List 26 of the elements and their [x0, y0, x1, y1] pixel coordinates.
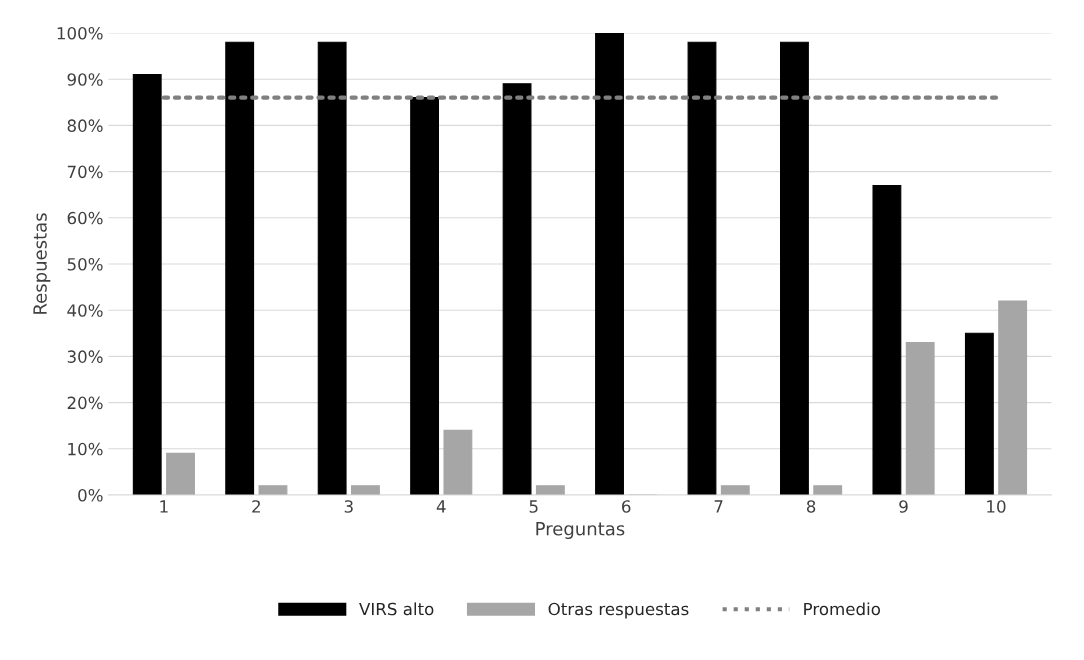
y-tick-label: 90%: [67, 73, 103, 86]
legend-label: Otras respuestas: [548, 602, 689, 619]
x-tick-label: 4: [436, 500, 446, 513]
x-axis-title: Preguntas: [536, 522, 625, 540]
x-tick-label: 8: [806, 500, 816, 513]
x-tick-label: 2: [252, 500, 260, 513]
x-tick-label: 6: [622, 500, 631, 513]
y-tick-label: 20%: [67, 396, 103, 410]
x-tick-label: 3: [344, 500, 353, 513]
x-tick-label: 5: [529, 500, 538, 513]
y-tick-label: 40%: [67, 304, 103, 317]
y-tick-label: 60%: [67, 211, 103, 225]
legend-label: Promedio: [804, 602, 881, 616]
y-tick-label: 100%: [57, 26, 103, 40]
y-tick-label: 50%: [67, 257, 103, 271]
y-tick-label: 80%: [67, 119, 103, 132]
x-tick-label: 9: [899, 500, 908, 513]
y-axis-title: Respuestas: [33, 213, 51, 314]
y-tick-label: 10%: [68, 442, 103, 456]
y-tick-label: 0%: [78, 488, 103, 502]
y-tick-label: 30%: [67, 350, 103, 363]
x-tick-label: 1: [160, 500, 168, 513]
x-tick-label: 10: [987, 500, 1006, 513]
y-tick-label: 70%: [67, 165, 103, 179]
legend-label: VIRS alto: [359, 602, 434, 616]
x-tick-label: 7: [714, 500, 723, 513]
